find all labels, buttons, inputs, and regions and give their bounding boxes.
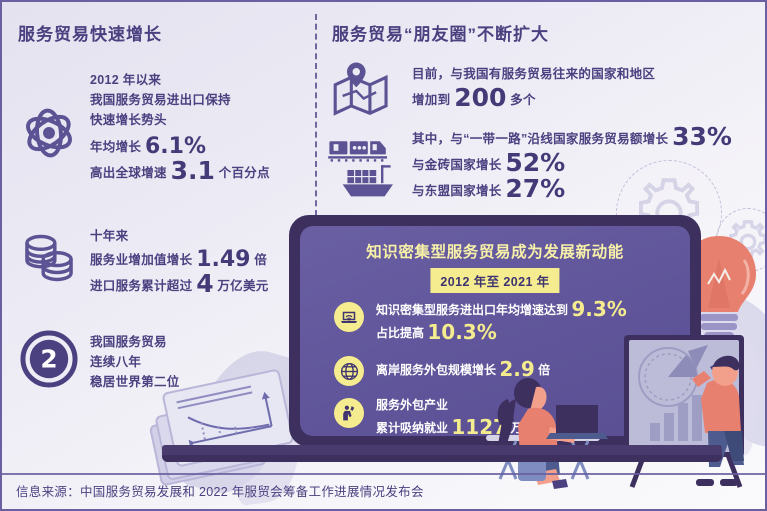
left-column-title: 服务贸易快速增长 [18,25,162,44]
stat-prefix: 增加到 [412,93,451,107]
stat-prefix: 进口服务累计超过 [90,279,193,293]
stat-suffix: 个百分点 [218,166,270,180]
stat-line: 目前，与我国有服务贸易往来的国家和地区 [412,67,656,81]
stat-highlight-row: 知识密集型服务进出口年均增速达到 9.3% [376,297,627,321]
laptop-base [162,445,722,462]
stat-prefix: 服务业增加值增长 [90,253,193,267]
stat-value: 1.49 [196,247,251,272]
stat-suffix: 倍 [538,363,551,377]
stat-value: 2.9 [499,357,535,381]
map-pin-icon [329,60,391,122]
right-column-title: 服务贸易“朋友圈”不断扩大 [332,25,549,44]
stat-prefix: 与东盟国家增长 [412,184,502,198]
column-divider [315,14,317,216]
people-whiteboard-illustration [472,327,765,489]
stat-prefix: 知识密集型服务进出口年均增速达到 [376,303,569,317]
right-stat-block-1: 目前，与我国有服务贸易往来的国家和地区 增加到 200 多个 [412,64,655,110]
stat-line: 2012 年以来 [90,73,162,87]
stacked-chart-cards [148,368,304,487]
stat-prefix: 年均增长 [90,140,142,154]
stat-value: 33% [672,122,732,151]
worker-icon [334,398,364,428]
stat-value: 27% [505,174,566,203]
panel-row-2: 离岸服务外包规模增长 2.9 倍 [376,357,551,381]
stat-line: 稳居世界第二位 [90,375,180,389]
coins-icon [20,230,78,286]
stat-prefix: 高出全球增速 [90,166,167,180]
rank-two-badge: 2 [18,328,80,390]
laptop-panel: 知识密集型服务贸易成为发展新动能 2012 年至 2021 年 知识密集型服务进… [289,215,701,447]
stat-highlight-row: 年均增长 6.1% [90,134,270,159]
laptop-wifi-icon [334,302,364,332]
stat-value: 200 [454,83,507,112]
stat-line: 我国服务贸易 [90,335,167,349]
stat-value: 6.1% [144,134,206,159]
stat-highlight-row: 离岸服务外包规模增长 2.9 倍 [376,357,551,381]
stat-prefix: 占比提高 [376,326,425,340]
stat-value: 3.1 [170,156,215,185]
right-stat-block-2: 其中，与“一带一路”沿线国家服务贸易额增长 33% 与金砖国家增长 52% 与东… [412,124,732,201]
stat-highlight-row: 其中，与“一带一路”沿线国家服务贸易额增长 33% [412,124,732,149]
stat-highlight-row: 增加到 200 多个 [412,85,655,110]
stat-suffix: 倍 [254,253,268,267]
stat-value: 10.3% [427,320,497,344]
panel-title: 知识密集型服务贸易成为发展新动能 [366,244,624,261]
stat-highlight-row: 进口服务累计超过 4 万亿美元 [90,271,269,296]
stat-highlight-row: 高出全球增速 3.1 个百分点 [90,158,270,183]
stat-highlight-row: 占比提高 10.3% [376,320,627,344]
left-stat-block-2: 十年来 服务业增加值增长 1.49 倍 进口服务累计超过 4 万亿美元 [90,226,269,296]
stat-prefix: 与金砖国家增长 [412,158,502,172]
source-note: 信息来源：中国服务贸易发展和 2022 年服贸会筹备工作进展情况发布会 [16,485,424,499]
stat-prefix: 累计吸纳就业 [376,421,449,435]
stat-highlight-row: 服务业增加值增长 1.49 倍 [90,247,269,272]
stat-line: 服务外包产业 [376,398,449,412]
stat-value: 4 [196,269,214,298]
stat-highlight-row: 与东盟国家增长 27% [412,176,732,201]
stat-value: 9.3% [571,297,627,321]
stat-suffix: 多个 [510,93,536,107]
stat-line: 我国服务贸易进出口保持 [90,93,231,107]
chart-card-front [161,368,295,468]
left-stat-block-3: 我国服务贸易 连续八年 稳居世界第二位 [90,332,180,392]
stat-line: 十年来 [90,229,129,243]
stat-prefix: 离岸服务外包规模增长 [376,363,497,377]
stat-value: 52% [505,148,566,177]
rank-number: 2 [40,345,57,374]
stat-value: 1127 [451,415,508,436]
stat-suffix: 万亿美元 [217,279,269,293]
stat-line: 连续八年 [90,355,142,369]
left-stat-block-1: 2012 年以来 我国服务贸易进出口保持 快速增长势头 年均增长 6.1% 高出… [90,70,270,183]
stat-line: 快速增长势头 [90,113,167,127]
train-ship-icon [327,135,393,199]
atom-icon [16,100,82,166]
stat-highlight-row: 与金砖国家增长 52% [412,150,732,175]
footer-divider [2,473,765,475]
stat-prefix: 其中，与“一带一路”沿线国家服务贸易额增长 [412,132,669,146]
year-range-badge: 2012 年至 2021 年 [430,268,560,293]
panel-row-1: 知识密集型服务进出口年均增速达到 9.3% 占比提高 10.3% [376,297,627,344]
globe-icon [334,356,364,386]
